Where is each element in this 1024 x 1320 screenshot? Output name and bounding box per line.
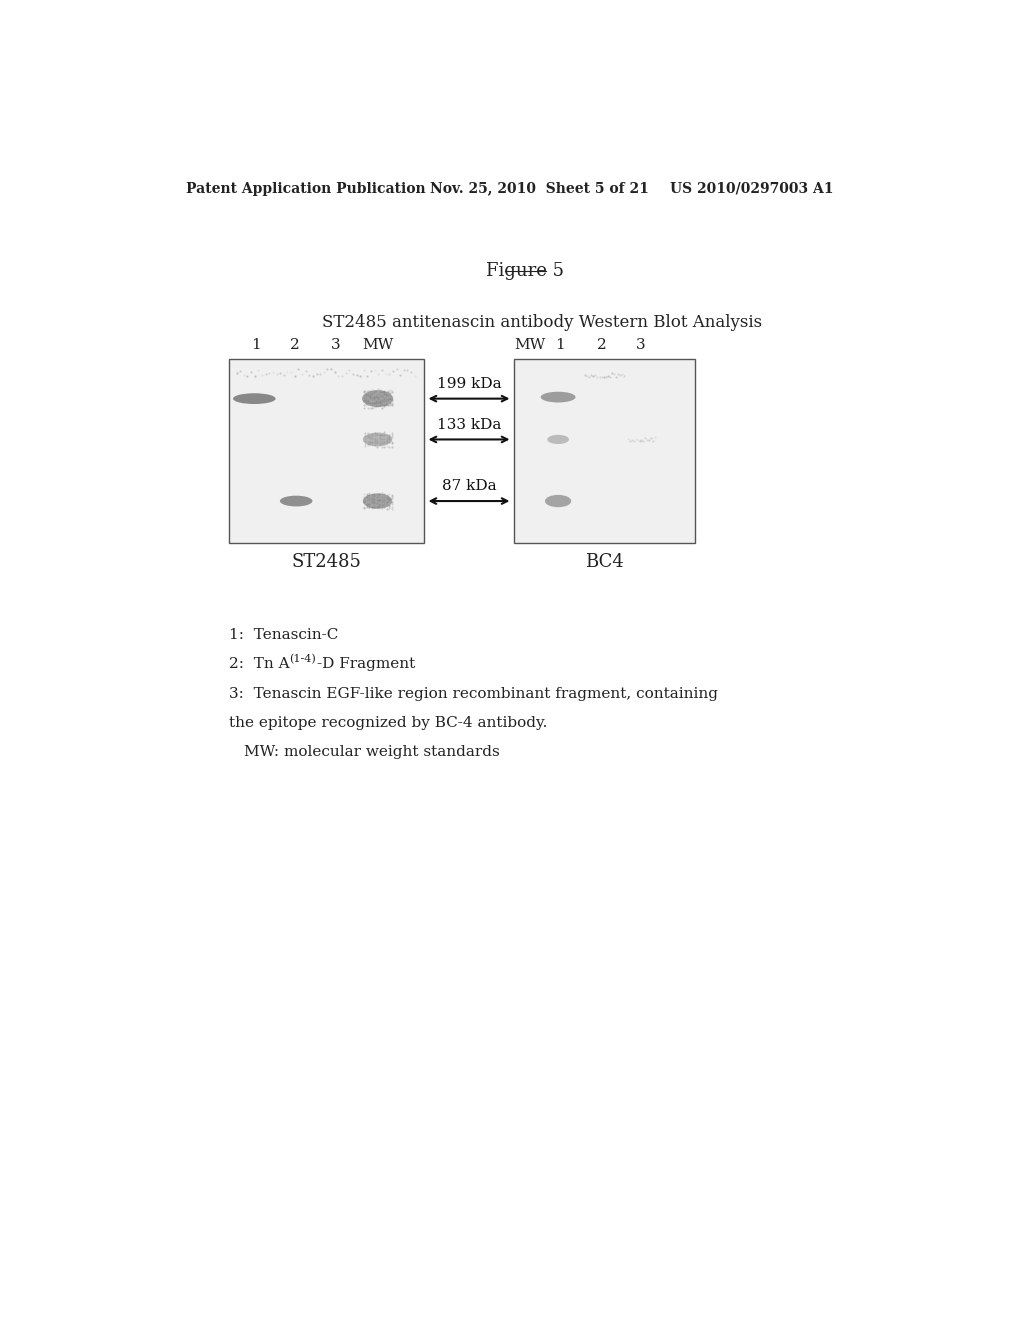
Text: 3:  Tenascin EGF-like region recombinant fragment, containing: 3: Tenascin EGF-like region recombinant … [228,686,718,701]
Text: US 2010/0297003 A1: US 2010/0297003 A1 [671,182,834,195]
Text: the epitope recognized by BC-4 antibody.: the epitope recognized by BC-4 antibody. [228,715,547,730]
Text: 1:  Tenascin-C: 1: Tenascin-C [228,628,338,642]
Text: BC4: BC4 [586,553,624,570]
Text: -D Fragment: -D Fragment [317,657,416,672]
Ellipse shape [362,494,392,508]
Text: MW: molecular weight standards: MW: molecular weight standards [245,744,500,759]
Text: 2: 2 [290,338,299,352]
Text: 199 kDa: 199 kDa [436,378,502,391]
Text: 3: 3 [331,338,341,352]
Text: MW: MW [515,338,546,352]
Text: 3: 3 [636,338,646,352]
Ellipse shape [280,496,312,507]
Text: 2:  Tn A: 2: Tn A [228,657,290,672]
Text: 1: 1 [556,338,565,352]
Text: Nov. 25, 2010  Sheet 5 of 21: Nov. 25, 2010 Sheet 5 of 21 [430,182,649,195]
Text: ST2485 antitenascin antibody Western Blot Analysis: ST2485 antitenascin antibody Western Blo… [322,314,762,331]
Text: (1-4): (1-4) [289,653,316,664]
Ellipse shape [233,393,275,404]
Ellipse shape [547,434,569,444]
Ellipse shape [545,495,571,507]
Text: 2: 2 [597,338,607,352]
Text: 1: 1 [251,338,261,352]
Ellipse shape [541,392,575,403]
Text: MW: MW [361,338,393,352]
Bar [228,359,424,544]
Text: 87 kDa: 87 kDa [441,479,497,494]
Text: 133 kDa: 133 kDa [437,417,501,432]
Text: Patent Application Publication: Patent Application Publication [186,182,426,195]
Bar [514,359,695,544]
Text: ST2485: ST2485 [292,553,361,570]
Ellipse shape [362,391,393,407]
Ellipse shape [362,433,392,446]
Text: Figure 5: Figure 5 [485,263,564,280]
